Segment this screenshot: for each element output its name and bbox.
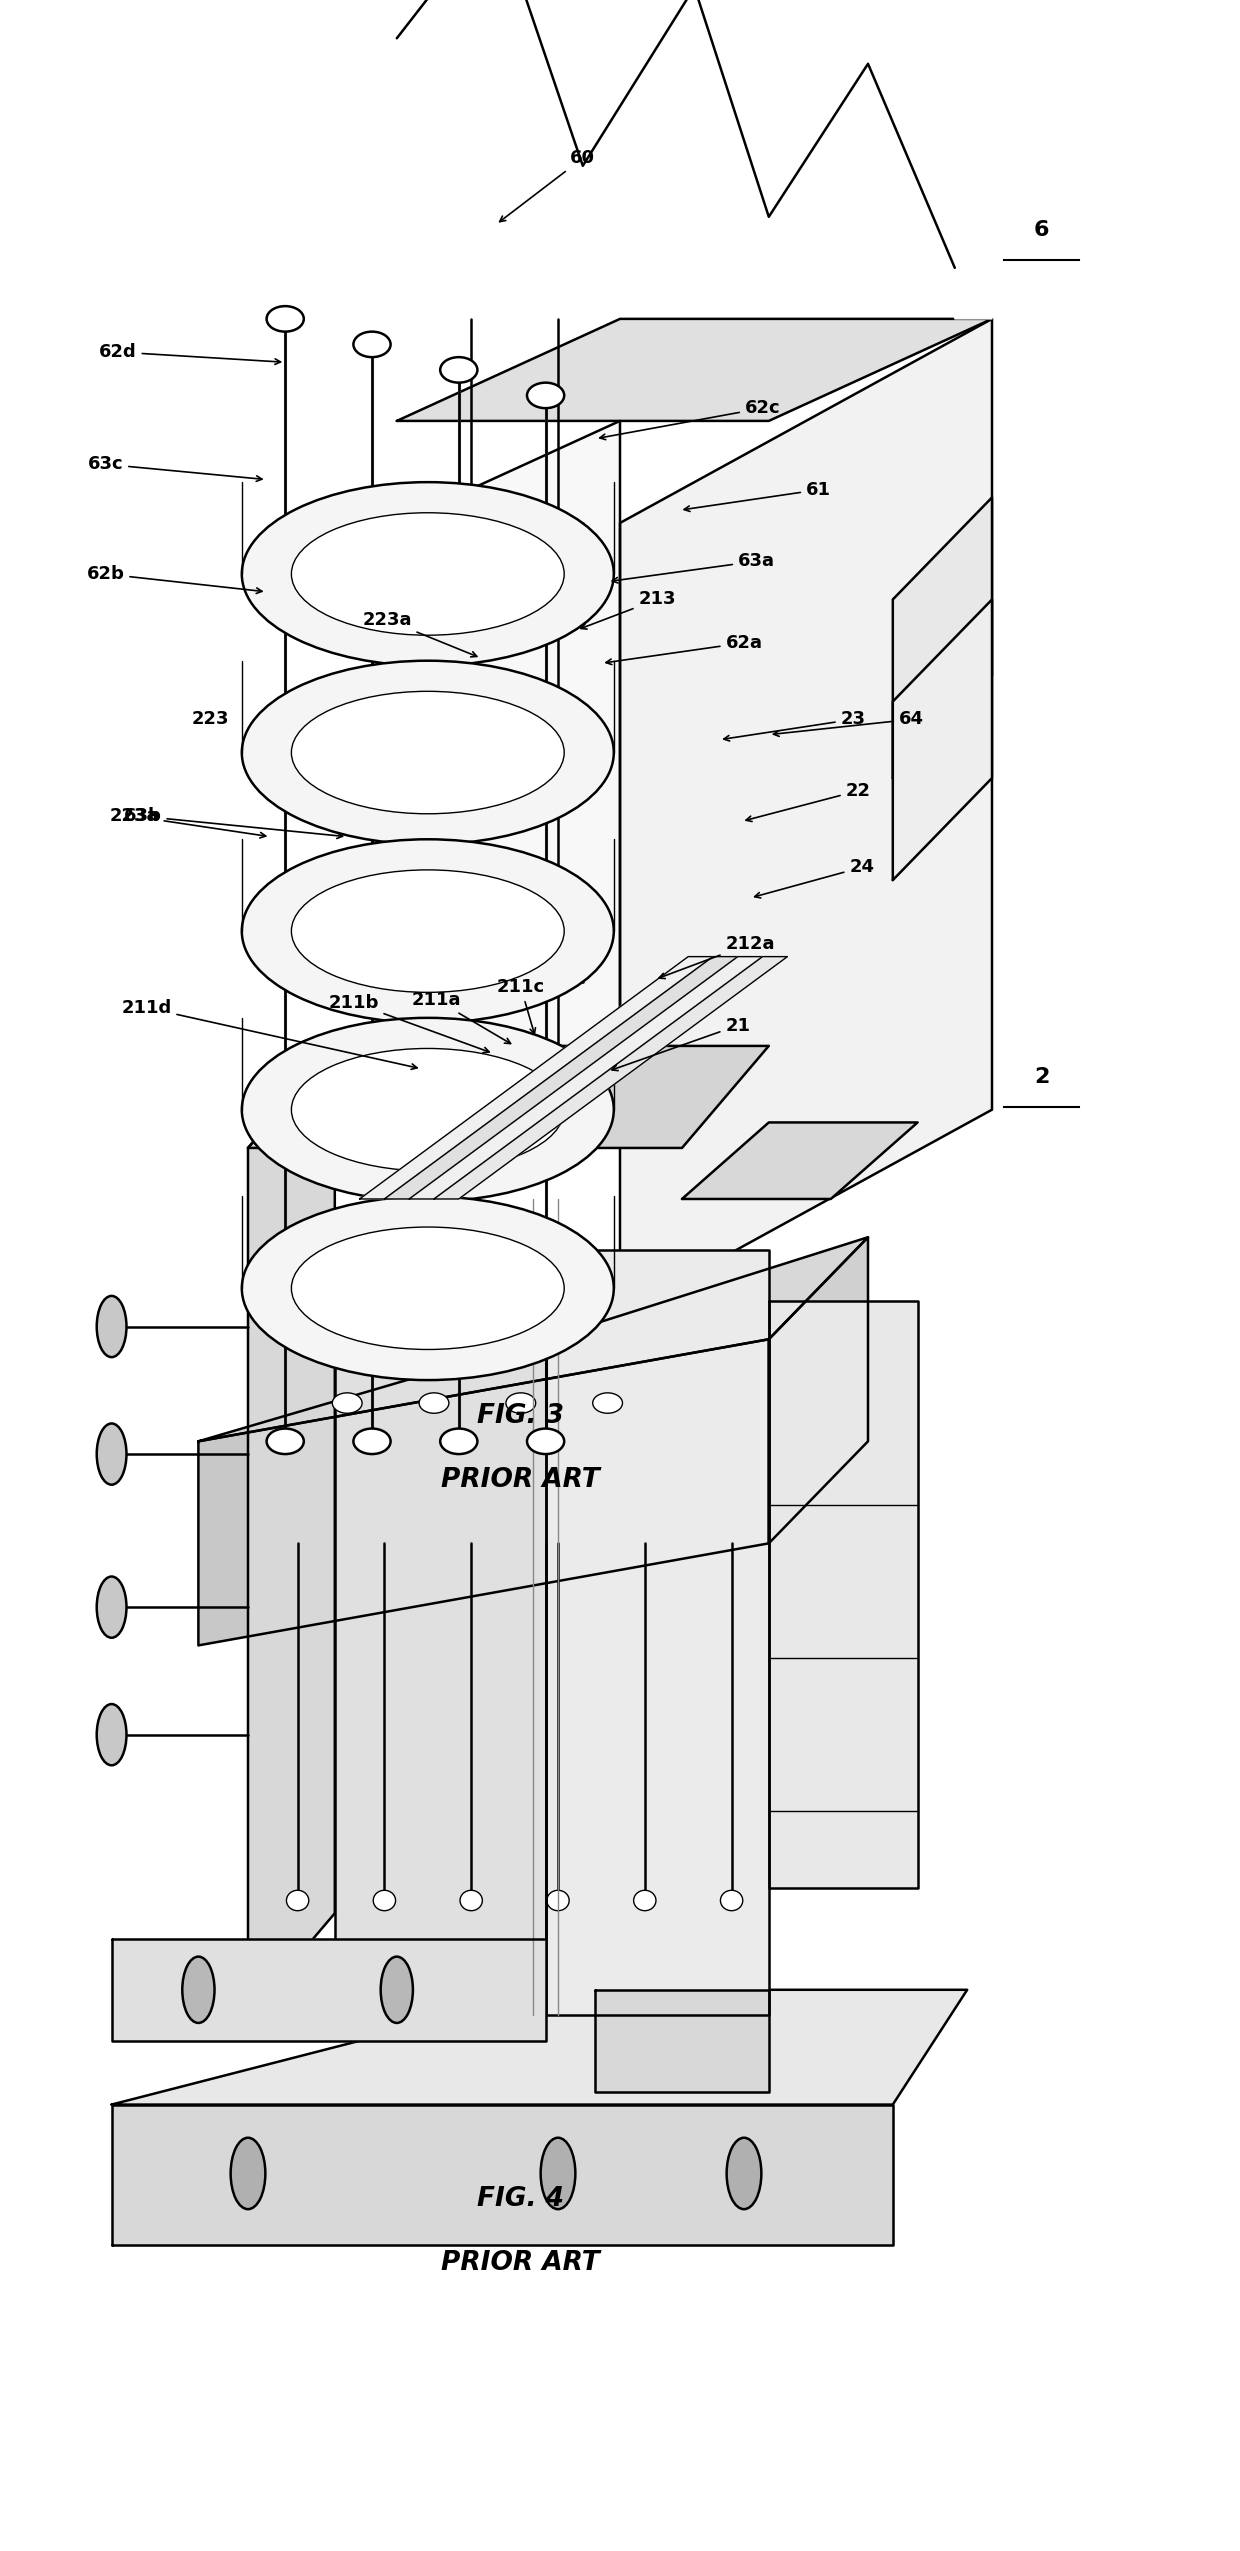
Polygon shape (198, 1339, 769, 1645)
Text: 63b: 63b (124, 806, 342, 839)
Polygon shape (409, 957, 763, 1199)
Polygon shape (893, 497, 992, 778)
Polygon shape (112, 1939, 546, 2041)
Text: FIG. 3: FIG. 3 (477, 1403, 564, 1429)
Polygon shape (769, 1237, 868, 1543)
Text: 62d: 62d (99, 342, 280, 365)
Ellipse shape (97, 1423, 126, 1485)
Ellipse shape (419, 1393, 449, 1413)
Polygon shape (434, 957, 787, 1199)
Ellipse shape (286, 1890, 309, 1911)
Text: 60: 60 (500, 148, 595, 222)
Ellipse shape (373, 1890, 396, 1911)
Ellipse shape (242, 1196, 614, 1380)
Ellipse shape (291, 1227, 564, 1349)
Text: 223a: 223a (362, 610, 477, 658)
Text: 213: 213 (580, 589, 676, 630)
Ellipse shape (242, 661, 614, 844)
Ellipse shape (541, 2138, 575, 2209)
Polygon shape (335, 1250, 546, 2015)
Ellipse shape (527, 1429, 564, 1454)
Ellipse shape (527, 383, 564, 408)
Polygon shape (248, 1046, 769, 1148)
Ellipse shape (332, 1393, 362, 1413)
Polygon shape (397, 0, 992, 319)
Ellipse shape (506, 1393, 536, 1413)
Ellipse shape (291, 513, 564, 635)
Ellipse shape (97, 1577, 126, 1638)
Text: 62a: 62a (606, 633, 763, 666)
Ellipse shape (231, 2138, 265, 2209)
Text: 211a: 211a (412, 990, 511, 1043)
Text: 2: 2 (1034, 1066, 1049, 1087)
Polygon shape (397, 421, 620, 1212)
Ellipse shape (182, 1957, 215, 2023)
Polygon shape (682, 1122, 918, 1199)
Polygon shape (384, 957, 738, 1199)
Ellipse shape (97, 1296, 126, 1357)
Text: 21: 21 (613, 1015, 750, 1071)
Text: 211c: 211c (497, 977, 544, 1033)
Polygon shape (893, 599, 992, 880)
Text: 62c: 62c (600, 398, 780, 439)
Ellipse shape (291, 1048, 564, 1171)
Ellipse shape (242, 482, 614, 666)
Ellipse shape (267, 1429, 304, 1454)
Ellipse shape (460, 1890, 482, 1911)
Text: 211d: 211d (122, 997, 417, 1069)
Polygon shape (620, 319, 992, 1314)
Ellipse shape (440, 357, 477, 383)
Text: 64: 64 (774, 709, 924, 737)
Ellipse shape (720, 1890, 743, 1911)
Polygon shape (546, 1250, 769, 2015)
Text: 24: 24 (755, 857, 874, 898)
Ellipse shape (267, 306, 304, 332)
Text: PRIOR ART: PRIOR ART (441, 1467, 600, 1492)
Polygon shape (112, 2105, 893, 2245)
Text: 223a: 223a (109, 806, 265, 837)
Text: 22: 22 (746, 781, 870, 821)
Ellipse shape (291, 870, 564, 992)
Text: 63c: 63c (88, 454, 262, 482)
Text: 63a: 63a (613, 551, 775, 584)
Ellipse shape (242, 1018, 614, 1202)
Ellipse shape (547, 1890, 569, 1911)
Polygon shape (112, 1990, 967, 2105)
Text: 62b: 62b (87, 564, 262, 594)
Text: 61: 61 (684, 480, 831, 510)
Text: 23: 23 (724, 709, 866, 740)
Polygon shape (198, 1237, 868, 1441)
Text: FIG. 4: FIG. 4 (477, 2186, 564, 2212)
Text: 223: 223 (192, 709, 229, 730)
Text: 211b: 211b (329, 992, 489, 1054)
Polygon shape (360, 957, 713, 1199)
Ellipse shape (593, 1393, 622, 1413)
Polygon shape (769, 1301, 918, 1888)
Ellipse shape (727, 2138, 761, 2209)
Ellipse shape (291, 691, 564, 814)
Ellipse shape (634, 1890, 656, 1911)
Ellipse shape (440, 1429, 477, 1454)
Ellipse shape (381, 1957, 413, 2023)
Ellipse shape (353, 1429, 391, 1454)
Polygon shape (248, 1046, 335, 2015)
Polygon shape (397, 319, 992, 421)
Ellipse shape (242, 839, 614, 1023)
Text: 212a: 212a (660, 934, 775, 980)
Text: PRIOR ART: PRIOR ART (441, 2250, 600, 2275)
Polygon shape (595, 1990, 769, 2092)
Ellipse shape (353, 332, 391, 357)
Ellipse shape (97, 1704, 126, 1765)
Text: 6: 6 (1034, 219, 1049, 240)
